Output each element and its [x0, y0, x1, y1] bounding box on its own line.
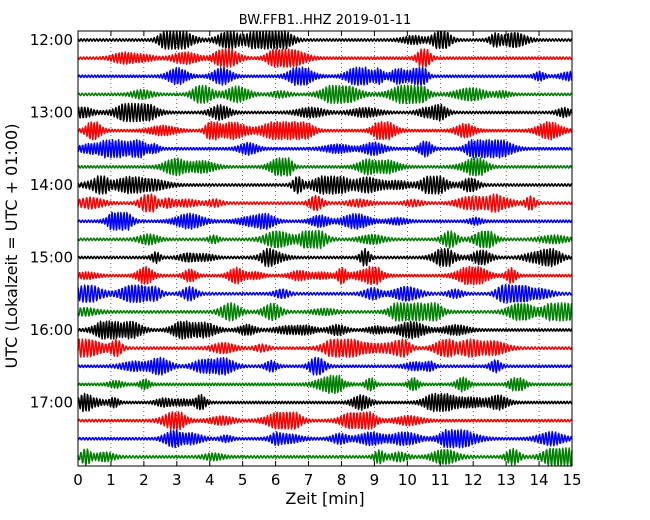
trace-line [77, 193, 573, 213]
trace-line [77, 30, 573, 50]
x-tick-label: 3 [172, 471, 182, 489]
x-axis-label: Zeit [min] [285, 489, 364, 508]
trace-line [77, 84, 573, 105]
x-tick-label: 11 [431, 471, 450, 489]
y-tick-label: 17:00 [30, 394, 73, 412]
plot-frame [77, 30, 573, 467]
x-tick-label: 8 [337, 471, 347, 489]
x-tick-label: 14 [530, 471, 549, 489]
y-axis-label: UTC (Lokalzeit = UTC + 01:00) [2, 124, 21, 369]
y-tick-label: 13:00 [30, 104, 73, 122]
x-tick-label: 0 [73, 471, 83, 489]
trace-line [77, 374, 573, 395]
trace-line [77, 66, 573, 86]
trace-line [77, 175, 573, 195]
trace-line [77, 48, 573, 68]
trace-line [77, 157, 573, 177]
trace-line [77, 265, 573, 286]
x-tick-label: 5 [238, 471, 248, 489]
x-tick-label: 9 [370, 471, 380, 489]
x-tick-label: 10 [398, 471, 417, 489]
trace-line [77, 102, 573, 123]
x-tick-label: 15 [562, 471, 581, 489]
trace-line [77, 320, 573, 340]
trace-line [77, 411, 573, 431]
trace-lines [77, 30, 573, 467]
trace-line [77, 302, 573, 322]
chart-title: BW.FFB1..HHZ 2019-01-11 [239, 13, 412, 28]
y-tick-label: 14:00 [30, 176, 73, 194]
trace-line [77, 229, 573, 250]
y-tick-label: 12:00 [30, 31, 73, 49]
x-tick-label: 2 [139, 471, 149, 489]
trace-line [77, 139, 573, 159]
x-tick-label: 13 [497, 471, 516, 489]
trace-line [77, 338, 573, 358]
trace-line [77, 211, 573, 231]
axes: 0 1 2 3 4 5 6 7 8 9 10 11 12 13 14 1512:0013:0014:0015:… [30, 30, 582, 489]
x-tick-label: 6 [271, 471, 281, 489]
x-tick-label: 12 [464, 471, 483, 489]
y-tick-label: 15:00 [30, 249, 73, 267]
x-tick-label: 4 [205, 471, 215, 489]
x-tick-label: 7 [304, 471, 314, 489]
trace-line [77, 247, 573, 268]
trace-line [77, 429, 573, 449]
trace-line [77, 120, 573, 141]
y-tick-label: 16:00 [30, 321, 73, 339]
trace-line [77, 392, 573, 413]
x-tick-label: 1 [106, 471, 116, 489]
trace-line [77, 284, 573, 304]
trace-line [77, 356, 573, 376]
trace-line [77, 447, 573, 467]
